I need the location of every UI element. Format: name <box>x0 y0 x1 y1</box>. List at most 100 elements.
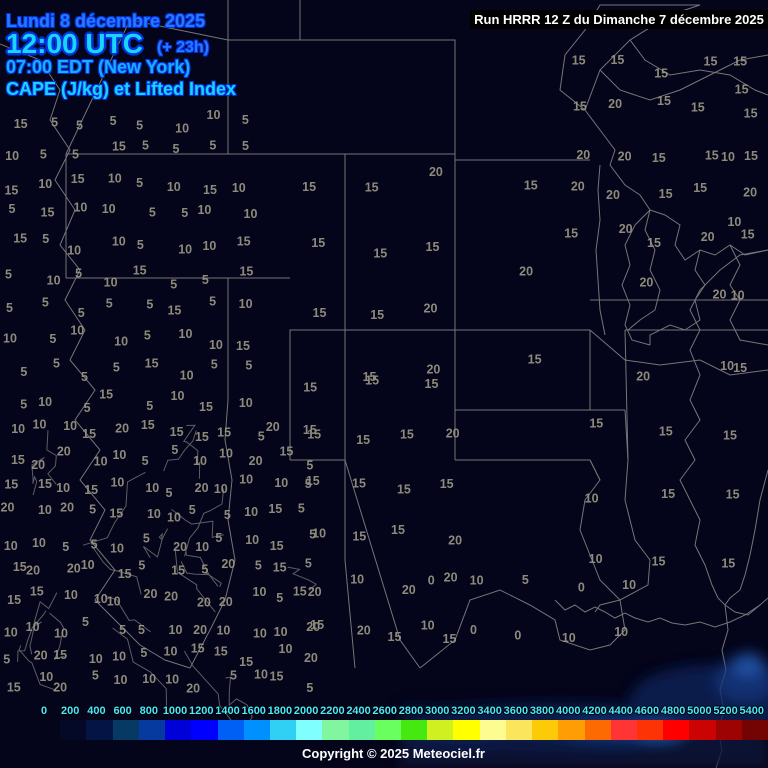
svg-text:15: 15 <box>191 642 205 656</box>
svg-text:5: 5 <box>189 503 196 517</box>
svg-text:15: 15 <box>443 632 457 646</box>
svg-text:20: 20 <box>608 97 622 111</box>
svg-text:5: 5 <box>149 206 156 220</box>
svg-text:15: 15 <box>13 232 27 246</box>
svg-text:15: 15 <box>171 564 185 578</box>
svg-text:20: 20 <box>219 595 233 609</box>
svg-text:5: 5 <box>42 232 49 246</box>
svg-text:15: 15 <box>306 474 320 488</box>
svg-text:15: 15 <box>7 681 21 695</box>
svg-text:10: 10 <box>56 481 70 495</box>
svg-text:15: 15 <box>440 477 454 491</box>
svg-text:5: 5 <box>170 277 177 291</box>
svg-text:10: 10 <box>193 454 207 468</box>
svg-text:10: 10 <box>94 592 108 606</box>
svg-text:10: 10 <box>63 419 77 433</box>
svg-text:10: 10 <box>244 207 258 221</box>
svg-text:15: 15 <box>564 226 578 240</box>
svg-text:5: 5 <box>142 454 149 468</box>
svg-text:10: 10 <box>110 542 124 556</box>
svg-text:10: 10 <box>64 588 78 602</box>
svg-text:5: 5 <box>140 646 147 660</box>
svg-text:15: 15 <box>217 426 231 440</box>
svg-text:5: 5 <box>143 531 150 545</box>
svg-text:10: 10 <box>239 396 253 410</box>
svg-text:15: 15 <box>82 427 96 441</box>
svg-text:10: 10 <box>239 473 253 487</box>
svg-text:10: 10 <box>114 335 128 349</box>
svg-text:5: 5 <box>72 147 79 161</box>
svg-text:5: 5 <box>522 573 529 587</box>
svg-text:10: 10 <box>720 359 734 373</box>
svg-text:15: 15 <box>524 178 538 192</box>
svg-text:5: 5 <box>53 356 60 370</box>
svg-text:15: 15 <box>733 54 747 68</box>
svg-text:15: 15 <box>303 381 317 395</box>
svg-text:10: 10 <box>38 177 52 191</box>
svg-text:15: 15 <box>661 487 675 501</box>
svg-text:20: 20 <box>57 444 71 458</box>
svg-text:5: 5 <box>89 502 96 516</box>
svg-text:20: 20 <box>26 564 40 578</box>
svg-text:15: 15 <box>145 357 159 371</box>
svg-text:20: 20 <box>249 454 263 468</box>
svg-text:10: 10 <box>562 631 576 645</box>
svg-text:15: 15 <box>239 265 253 279</box>
svg-text:15: 15 <box>239 655 253 669</box>
svg-text:5: 5 <box>20 398 27 412</box>
svg-text:10: 10 <box>5 149 19 163</box>
svg-text:10: 10 <box>142 672 156 686</box>
svg-text:10: 10 <box>175 122 189 136</box>
svg-text:15: 15 <box>133 264 147 278</box>
svg-text:10: 10 <box>279 642 293 656</box>
svg-text:15: 15 <box>84 483 98 497</box>
svg-text:5: 5 <box>245 359 252 373</box>
svg-text:10: 10 <box>47 274 61 288</box>
svg-text:10: 10 <box>209 338 223 352</box>
svg-text:0: 0 <box>578 581 585 595</box>
svg-text:15: 15 <box>14 117 28 131</box>
svg-text:10: 10 <box>622 578 636 592</box>
svg-text:5: 5 <box>242 139 249 153</box>
svg-text:20: 20 <box>60 501 74 515</box>
svg-text:10: 10 <box>721 150 735 164</box>
svg-text:15: 15 <box>573 99 587 113</box>
svg-text:5: 5 <box>82 615 89 629</box>
svg-text:20: 20 <box>519 265 533 279</box>
svg-text:15: 15 <box>38 477 52 491</box>
svg-text:5: 5 <box>146 399 153 413</box>
svg-text:10: 10 <box>216 623 230 637</box>
svg-text:10: 10 <box>39 670 53 684</box>
svg-text:5: 5 <box>242 113 249 127</box>
svg-text:5: 5 <box>181 206 188 220</box>
svg-text:10: 10 <box>112 235 126 249</box>
svg-text:10: 10 <box>38 503 52 517</box>
svg-text:5: 5 <box>91 538 98 552</box>
svg-text:10: 10 <box>38 395 52 409</box>
svg-text:15: 15 <box>659 425 673 439</box>
svg-text:15: 15 <box>721 556 735 570</box>
svg-text:10: 10 <box>70 324 84 338</box>
svg-text:10: 10 <box>244 505 258 519</box>
svg-text:20: 20 <box>446 426 460 440</box>
svg-text:5: 5 <box>305 557 312 571</box>
svg-text:5: 5 <box>119 623 126 637</box>
svg-text:5: 5 <box>106 297 113 311</box>
svg-text:5: 5 <box>78 306 85 320</box>
svg-text:20: 20 <box>357 623 371 637</box>
svg-text:20: 20 <box>67 562 81 576</box>
svg-text:20: 20 <box>402 583 416 597</box>
svg-text:10: 10 <box>254 667 268 681</box>
svg-text:5: 5 <box>49 332 56 346</box>
svg-text:15: 15 <box>141 418 155 432</box>
svg-text:5: 5 <box>6 301 13 315</box>
svg-text:10: 10 <box>421 618 435 632</box>
svg-text:5: 5 <box>209 139 216 153</box>
svg-text:20: 20 <box>576 148 590 162</box>
svg-text:15: 15 <box>723 429 737 443</box>
svg-text:5: 5 <box>9 202 16 216</box>
svg-text:15: 15 <box>53 648 67 662</box>
svg-text:10: 10 <box>33 418 47 432</box>
svg-text:5: 5 <box>258 429 265 443</box>
svg-text:15: 15 <box>735 83 749 97</box>
